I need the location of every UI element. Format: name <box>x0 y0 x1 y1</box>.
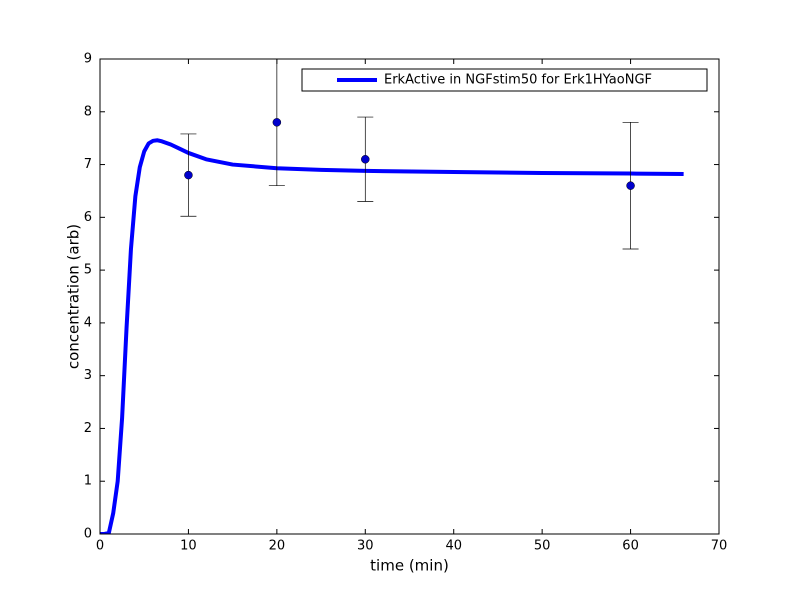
y-tick-label: 1 <box>84 474 92 489</box>
y-tick-label: 4 <box>84 315 92 330</box>
y-tick-label: 7 <box>84 157 92 172</box>
plot-area <box>100 59 684 534</box>
x-tick-label: 40 <box>445 539 462 554</box>
x-tick-label: 30 <box>357 539 374 554</box>
legend-box <box>301 68 708 92</box>
x-tick-label: 0 <box>96 539 104 554</box>
x-tick-label: 50 <box>534 539 551 554</box>
legend: ErkActive in NGFstim50 for Erk1HYaoNGF <box>301 68 708 92</box>
x-tick-label: 10 <box>180 539 197 554</box>
data-line <box>100 138 684 534</box>
y-axis-label: concentration (arb) <box>65 224 83 369</box>
y-tick-label: 8 <box>84 104 92 119</box>
y-tick-label: 9 <box>84 52 92 67</box>
x-tick-label: 70 <box>711 539 728 554</box>
data-point <box>184 170 193 180</box>
x-tick-label: 60 <box>622 539 639 554</box>
data-point <box>626 181 635 190</box>
y-tick-label: 5 <box>84 263 92 278</box>
y-tick-label: 2 <box>84 421 92 436</box>
legend-label: ErkActive in NGFstim50 for Erk1HYaoNGF <box>384 73 652 88</box>
y-tick-label: 6 <box>84 210 92 225</box>
y-tick-label: 0 <box>84 527 92 542</box>
x-tick-label: 20 <box>269 539 286 554</box>
axes-frame <box>99 58 720 535</box>
data-point <box>361 155 370 164</box>
y-tick-label: 3 <box>84 368 92 383</box>
x-axis-label: time (min) <box>370 557 449 575</box>
data-point <box>272 118 282 127</box>
